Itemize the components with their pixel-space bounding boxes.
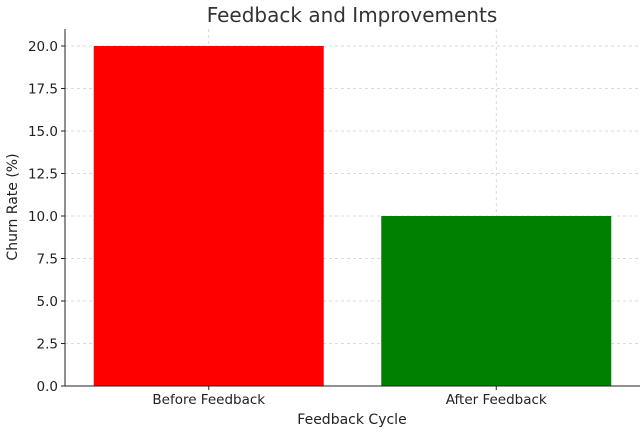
- bar-before-feedback: [93, 46, 324, 386]
- y-tick-label: 2.5: [37, 337, 58, 353]
- chart-title: Feedback and Improvements: [207, 3, 498, 27]
- y-tick-label: 20.0: [28, 39, 58, 55]
- x-tick-label: Before Feedback: [152, 392, 265, 408]
- x-axis-label: Feedback Cycle: [297, 412, 406, 428]
- x-tick-label: After Feedback: [446, 392, 547, 408]
- y-tick-label: 10.0: [28, 209, 58, 225]
- x-axis-ticks: Before Feedback After Feedback: [152, 386, 547, 408]
- y-tick-label: 5.0: [37, 294, 58, 310]
- y-tick-label: 0.0: [37, 379, 58, 395]
- y-axis-ticks: 0.0 2.5 5.0 7.5 10.0 12.5 15.0 17.5 20.0: [28, 39, 65, 395]
- y-tick-label: 15.0: [28, 124, 58, 140]
- bars: [93, 46, 612, 386]
- y-axis-label: Churn Rate (%): [5, 153, 21, 260]
- y-tick-label: 7.5: [37, 252, 58, 268]
- bar-after-feedback: [381, 216, 612, 386]
- y-tick-label: 12.5: [28, 167, 58, 183]
- y-tick-label: 17.5: [28, 82, 58, 98]
